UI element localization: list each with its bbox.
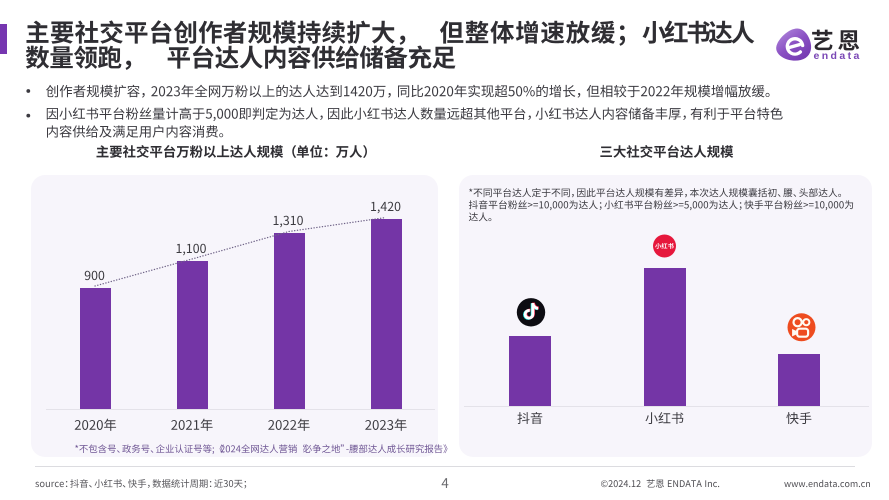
svg-text:endata: endata bbox=[814, 50, 862, 62]
